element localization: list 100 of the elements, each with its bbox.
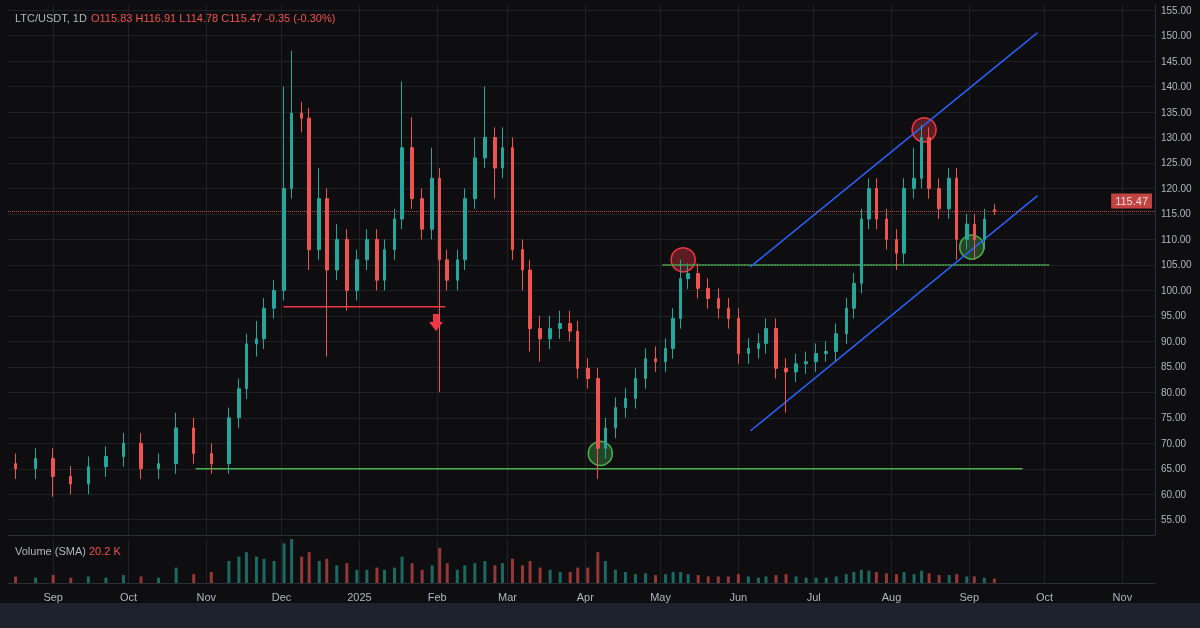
bar [300, 556, 304, 583]
bar [400, 556, 404, 583]
candlestick [282, 86, 286, 302]
candlestick [867, 177, 871, 230]
candlestick [679, 259, 682, 330]
candlestick [290, 50, 293, 200]
bar [157, 577, 161, 583]
candlestick [14, 452, 17, 480]
bar [982, 577, 986, 583]
candlestick [774, 317, 778, 380]
bar [317, 561, 321, 583]
y-tick-label: 145.00 [1161, 55, 1193, 67]
x-tick-label: Dec [271, 590, 292, 603]
ref-line-label: 115.47 [1115, 195, 1148, 208]
bar [174, 567, 178, 583]
bar [355, 569, 359, 583]
y-tick-label: 155.00 [1161, 4, 1193, 16]
bar [69, 577, 73, 583]
candlestick [430, 147, 434, 240]
bar [420, 569, 424, 583]
candlestick [335, 223, 339, 281]
bar [345, 563, 349, 583]
bar [912, 574, 916, 583]
y-tick-label: 140.00 [1161, 81, 1193, 93]
bar [671, 572, 675, 583]
bar [483, 561, 487, 583]
candlestick [654, 345, 657, 373]
bar [955, 574, 959, 583]
candlestick [747, 337, 750, 365]
candlestick [983, 208, 986, 251]
candlestick [624, 387, 627, 419]
x-tick-label: May [650, 590, 672, 603]
bar [726, 576, 730, 583]
candlestick [965, 213, 969, 251]
candlestick [300, 101, 303, 133]
candlestick [834, 323, 838, 363]
bar [756, 577, 760, 583]
candlestick [568, 310, 572, 342]
bar [375, 567, 379, 583]
bar [633, 574, 637, 583]
bar [894, 574, 898, 583]
bar [902, 572, 906, 583]
candlestick [521, 238, 524, 291]
x-tick-label: Sep [43, 590, 63, 603]
candlestick [463, 187, 467, 271]
candlestick [604, 417, 607, 460]
bar [455, 569, 459, 583]
bar [654, 575, 658, 583]
x-tick-label: Oct [119, 590, 138, 603]
bar [325, 558, 329, 583]
x-tick-label: Aug [881, 590, 902, 603]
bar [438, 547, 442, 583]
candlestick [757, 332, 760, 360]
candlestick [445, 249, 449, 291]
candlestick [860, 208, 863, 294]
bar [365, 569, 369, 583]
bar [834, 576, 838, 583]
bar [262, 558, 266, 583]
bar [558, 572, 562, 583]
candlestick [727, 297, 730, 330]
bar [644, 573, 647, 583]
candlestick [558, 310, 562, 340]
x-tick-label: Jun [729, 590, 748, 603]
y-tick-label: 135.00 [1161, 106, 1193, 118]
bar [227, 561, 231, 583]
candlestick [576, 320, 579, 380]
candlestick [317, 167, 321, 261]
candlestick [383, 238, 386, 291]
bar [538, 567, 542, 583]
candlestick [814, 342, 818, 373]
y-tick-label: 70.00 [1161, 437, 1187, 449]
candlestick [538, 315, 542, 363]
bar [937, 575, 941, 583]
y-tick-label: 55.00 [1161, 514, 1187, 526]
bar [972, 576, 976, 583]
candlestick [210, 442, 213, 475]
candlestick [902, 177, 906, 264]
y-tick-label: 105.00 [1161, 259, 1193, 271]
bar [463, 565, 467, 583]
candlestick [927, 126, 931, 200]
text: Volume (SMA) [15, 544, 86, 557]
y-tick-label: 130.00 [1161, 132, 1193, 143]
bar [528, 561, 532, 583]
candlestick [104, 445, 108, 478]
bar [716, 576, 720, 583]
bar [814, 577, 818, 583]
x-tick-label: Sep [959, 590, 980, 603]
candlestick [912, 147, 916, 200]
candlestick [920, 124, 923, 189]
bar [500, 563, 504, 583]
x-tick-label: Oct [1036, 590, 1054, 603]
bar [510, 558, 514, 583]
candlestick [614, 396, 617, 439]
candlestick [87, 456, 90, 495]
candlestick [365, 228, 369, 271]
bar [686, 574, 690, 583]
bar [874, 572, 878, 583]
bar [521, 565, 525, 583]
x-tick-label: Jul [806, 590, 821, 603]
bar [764, 576, 768, 583]
